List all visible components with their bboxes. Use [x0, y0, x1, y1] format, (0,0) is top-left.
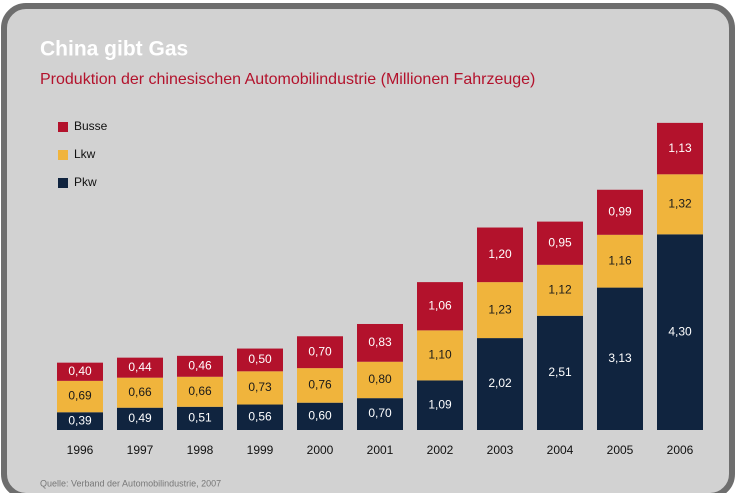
legend-label: Lkw	[74, 147, 96, 161]
value-label: 0,80	[368, 372, 392, 386]
bar-segment	[237, 371, 283, 405]
bar-segment	[57, 380, 103, 413]
bar-segment	[177, 355, 223, 377]
x-tick-label: 2002	[427, 443, 454, 457]
source: Quelle: Verband der Automobilindustrie, …	[40, 478, 221, 488]
value-label: 3,13	[608, 351, 632, 365]
value-label: 1,09	[428, 397, 452, 411]
bar-segment	[297, 402, 343, 430]
value-label: 0,44	[128, 360, 152, 374]
bar-segment	[57, 412, 103, 430]
value-label: 1,16	[608, 253, 632, 267]
chart-title: China gibt Gas	[40, 38, 188, 61]
legend-swatch	[58, 178, 68, 188]
bar-segment	[177, 376, 223, 407]
value-label: 0,69	[68, 389, 92, 403]
chart-subtitle: Produktion der chinesischen Automobilind…	[40, 71, 535, 88]
value-label: 1,06	[428, 298, 452, 312]
bar-segment	[597, 287, 643, 430]
bar-segment	[417, 282, 463, 331]
bar-segment	[117, 377, 163, 408]
bar-segment	[657, 234, 703, 430]
bar-segment	[537, 315, 583, 430]
value-label: 0,66	[128, 385, 152, 399]
bar-segment	[297, 336, 343, 369]
value-label: 0,39	[68, 413, 92, 427]
bar-segment	[417, 330, 463, 381]
x-tick-label: 2003	[487, 443, 514, 457]
bar-segment	[237, 404, 283, 430]
value-label: 1,23	[488, 302, 512, 316]
value-label: 0,70	[308, 344, 332, 358]
bar-segment	[477, 282, 523, 339]
value-label: 0,66	[188, 384, 212, 398]
legend-swatch	[58, 150, 68, 160]
value-label: 2,51	[548, 365, 572, 379]
bar-segment	[657, 122, 703, 175]
bar-segment	[477, 338, 523, 430]
bar-segment	[537, 264, 583, 316]
value-label: 1,10	[428, 348, 452, 362]
bar-segment	[357, 323, 403, 362]
value-label: 1,13	[668, 141, 692, 155]
x-tick-label: 2000	[307, 443, 334, 457]
value-label: 0,70	[368, 406, 392, 420]
value-label: 4,30	[668, 324, 692, 338]
value-label: 1,20	[488, 247, 512, 261]
value-label: 0,60	[308, 409, 332, 423]
value-label: 0,50	[248, 352, 272, 366]
bar-segment	[477, 227, 523, 283]
value-label: 1,12	[548, 282, 572, 296]
legend-label: Busse	[74, 119, 108, 133]
bar-segment	[657, 174, 703, 235]
value-label: 0,49	[128, 411, 152, 425]
value-label: 0,73	[248, 380, 272, 394]
value-label: 0,83	[368, 335, 392, 349]
value-label: 0,46	[188, 358, 212, 372]
x-tick-label: 2005	[607, 443, 634, 457]
bar-segment	[237, 348, 283, 372]
value-label: 0,40	[68, 364, 92, 378]
value-label: 1,32	[668, 196, 692, 210]
value-label: 0,99	[608, 204, 632, 218]
x-tick-label: 2001	[367, 443, 394, 457]
bar-segment	[297, 368, 343, 403]
legend-label: Pkw	[74, 175, 97, 189]
bar-segment	[117, 407, 163, 430]
bar-segment	[117, 357, 163, 378]
value-label: 0,51	[188, 411, 212, 425]
x-tick-label: 1996	[67, 443, 94, 457]
bar-segment	[597, 234, 643, 288]
value-label: 0,76	[308, 378, 332, 392]
x-tick-label: 2004	[547, 443, 574, 457]
bar-segment	[177, 406, 223, 430]
bar-segment	[597, 189, 643, 235]
bar-segment	[357, 398, 403, 430]
bar-segment	[357, 361, 403, 399]
bar-segment	[537, 221, 583, 265]
value-label: 2,02	[488, 376, 512, 390]
value-label: 0,95	[548, 235, 572, 249]
x-tick-label: 2006	[667, 443, 694, 457]
bar-segment	[57, 362, 103, 381]
x-tick-label: 1999	[247, 443, 274, 457]
legend-swatch	[58, 122, 68, 132]
x-tick-label: 1998	[187, 443, 214, 457]
value-label: 0,56	[248, 409, 272, 423]
x-tick-label: 1997	[127, 443, 154, 457]
bar-segment	[417, 380, 463, 430]
